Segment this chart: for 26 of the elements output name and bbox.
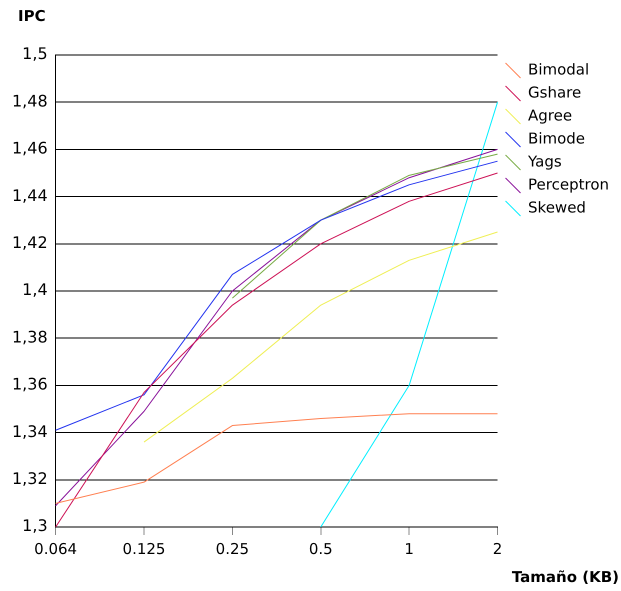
legend-label: Agree <box>528 106 572 124</box>
x-tick-label: 0.5 <box>308 540 333 558</box>
y-tick-label: 1,44 <box>12 186 48 205</box>
y-tick-label: 1,32 <box>12 468 48 488</box>
y-tick-label: 1,3 <box>22 516 48 536</box>
legend-label: Bimode <box>528 129 586 148</box>
x-tick-label: 0.25 <box>216 540 250 558</box>
y-tick-label: 1,48 <box>12 91 48 110</box>
legend-label: Perceptron <box>528 175 610 194</box>
x-axis-title: Tamaño (KB) <box>512 568 619 586</box>
legend-label: Gshare <box>528 83 582 102</box>
x-tick-label: 0.125 <box>122 540 166 558</box>
y-tick-label: 1,46 <box>12 138 48 158</box>
x-tick-label: 0.064 <box>34 540 78 558</box>
y-tick-label: 1,36 <box>12 374 48 394</box>
y-tick-label: 1,42 <box>12 232 48 252</box>
y-axis-title: IPC <box>18 6 46 25</box>
y-tick-label: 1,34 <box>12 422 48 441</box>
legend-label: Skewed <box>528 198 586 216</box>
y-tick-label: 1,4 <box>22 280 48 300</box>
y-tick-label: 1,38 <box>12 327 48 346</box>
x-tick-label: 1 <box>404 540 414 558</box>
legend-label: Yags <box>527 152 562 170</box>
legend-label: Bimodal <box>528 60 590 78</box>
x-tick-label: 2 <box>492 540 502 558</box>
y-tick-label: 1,5 <box>22 44 48 64</box>
